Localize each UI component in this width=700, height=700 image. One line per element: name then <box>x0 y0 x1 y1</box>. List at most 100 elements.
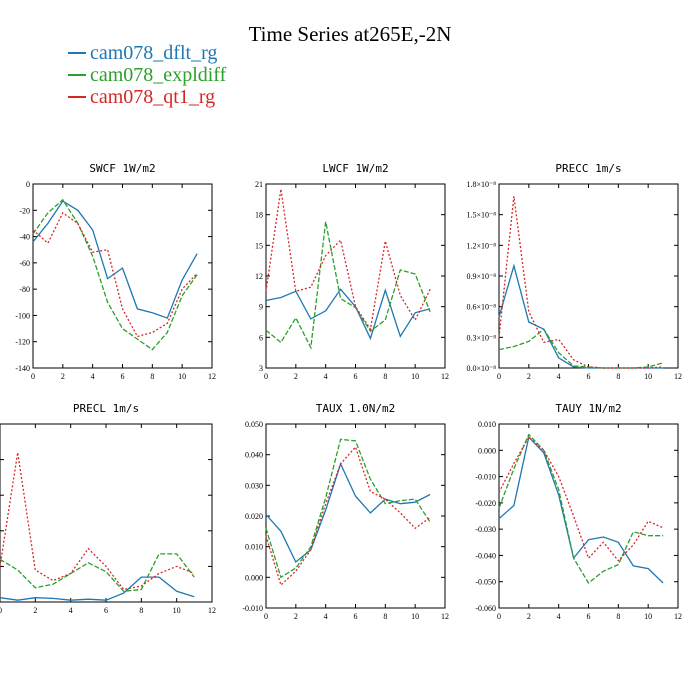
p4-xtick-label: 12 <box>441 612 449 621</box>
p0-ytick-label: -60 <box>19 259 30 268</box>
p0-xtick-label: 12 <box>208 372 216 381</box>
p4-xtick-label: 0 <box>264 612 268 621</box>
p3-xtick-label: 12 <box>208 606 216 615</box>
p4-ytick-label: 0.010 <box>245 543 263 552</box>
p3-series-cam078_dflt_rg <box>0 576 195 601</box>
p1-series-cam078_dflt_rg <box>265 288 431 341</box>
p4-ytick-label: -0.010 <box>242 604 263 613</box>
p5-xtick-label: 0 <box>497 612 501 621</box>
p2-series-cam078_expldiff <box>498 328 664 369</box>
p0-xtick-label: 2 <box>61 372 65 381</box>
p5-xtick-label: 8 <box>616 612 620 621</box>
p3-xtick-label: 6 <box>104 606 108 615</box>
p0-ytick-label: 0 <box>26 180 30 189</box>
p0-xtick-label: 8 <box>150 372 154 381</box>
p2-ytick-label: 0.9×10⁻⁸ <box>466 272 496 281</box>
p5-ytick-label: 0.010 <box>478 420 496 429</box>
p1-xtick-label: 12 <box>441 372 449 381</box>
p2-ytick-label: 1.8×10⁻⁸ <box>466 180 496 189</box>
p5-ytick-label: 0.000 <box>478 446 496 455</box>
p2-ytick-label: 0.6×10⁻⁸ <box>466 303 496 312</box>
p3-xtick-label: 8 <box>139 606 143 615</box>
p0-xtick-label: 4 <box>91 372 95 381</box>
p4-ytick-label: 0.020 <box>245 512 263 521</box>
p5-series-cam078_expldiff <box>498 433 664 584</box>
p0-ytick-label: -80 <box>19 285 30 294</box>
p2-ytick-label: 1.2×10⁻⁸ <box>466 241 496 250</box>
p5-xtick-label: 4 <box>557 612 561 621</box>
p4-ytick-label: 0.040 <box>245 451 263 460</box>
p2-xtick-label: 0 <box>497 372 501 381</box>
p1-ytick-label: 9 <box>259 303 263 312</box>
p5-ytick-label: -0.050 <box>475 578 496 587</box>
p4-series-cam078_qt1_rg <box>265 445 431 587</box>
p5-ytick-label: -0.030 <box>475 525 496 534</box>
p3-xtick-label: 2 <box>33 606 37 615</box>
legend-entry-qt1: cam078_qt1_rg <box>68 86 226 108</box>
p0-xtick-label: 6 <box>121 372 125 381</box>
p0-ytick-label: -20 <box>19 206 30 215</box>
p0-ytick-label: -100 <box>15 311 30 320</box>
legend: cam078_dflt_rg cam078_expldiff cam078_qt… <box>68 42 226 108</box>
p5-xtick-label: 6 <box>587 612 591 621</box>
legend-entry-dflt: cam078_dflt_rg <box>68 42 226 64</box>
p5-xtick-label: 10 <box>644 612 652 621</box>
p3-xtick-label: 4 <box>69 606 73 615</box>
p5-ytick-label: -0.040 <box>475 551 496 560</box>
legend-swatch-dflt <box>68 52 86 54</box>
p1-title: LWCF 1W/m2 <box>322 162 388 175</box>
p3-xtick-label: 10 <box>173 606 181 615</box>
p2-series-cam078_dflt_rg <box>498 263 664 369</box>
p4-frame <box>265 423 446 609</box>
legend-label-qt1: cam078_qt1_rg <box>90 86 216 108</box>
p5-ytick-label: -0.020 <box>475 499 496 508</box>
p2-xtick-label: 12 <box>674 372 682 381</box>
p4-xtick-label: 10 <box>411 612 419 621</box>
p4-series-cam078_expldiff <box>265 438 431 579</box>
p1-ytick-label: 15 <box>255 241 263 250</box>
p4-xtick-label: 8 <box>383 612 387 621</box>
p5-ytick-label: -0.060 <box>475 604 496 613</box>
p1-xtick-label: 4 <box>324 372 328 381</box>
legend-swatch-expldiff <box>68 74 86 76</box>
p2-ytick-label: 1.5×10⁻⁸ <box>466 211 496 220</box>
p4-series-cam078_dflt_rg <box>265 462 431 564</box>
p2-xtick-label: 8 <box>616 372 620 381</box>
p3-series-cam078_qt1_rg <box>0 452 195 591</box>
p1-xtick-label: 0 <box>264 372 268 381</box>
p5-series-cam078_dflt_rg <box>498 435 664 584</box>
p4-ytick-label: 0.000 <box>245 573 263 582</box>
p2-title: PRECC 1m/s <box>555 162 621 175</box>
p0-title: SWCF 1W/m2 <box>89 162 155 175</box>
p1-xtick-label: 6 <box>354 372 358 381</box>
p2-ytick-label: 0.3×10⁻⁸ <box>466 333 496 342</box>
p3-frame <box>0 423 213 603</box>
p3-title: PRECL 1m/s <box>73 402 139 415</box>
p4-ytick-label: 0.030 <box>245 481 263 490</box>
p1-series-cam078_qt1_rg <box>265 189 431 331</box>
p5-ytick-label: -0.010 <box>475 473 496 482</box>
p0-series-cam078_expldiff <box>32 198 198 351</box>
p2-series-cam078_qt1_rg <box>498 196 664 369</box>
p2-xtick-label: 6 <box>587 372 591 381</box>
p5-xtick-label: 12 <box>674 612 682 621</box>
p0-series-cam078_qt1_rg <box>32 211 198 338</box>
legend-label-expldiff: cam078_expldiff <box>90 64 227 86</box>
p1-ytick-label: 3 <box>259 364 263 373</box>
p2-frame <box>498 183 679 369</box>
p0-xtick-label: 0 <box>31 372 35 381</box>
p2-xtick-label: 10 <box>644 372 652 381</box>
p0-ytick-label: -40 <box>19 233 30 242</box>
p2-xtick-label: 4 <box>557 372 561 381</box>
p1-ytick-label: 18 <box>255 211 263 220</box>
legend-label-dflt: cam078_dflt_rg <box>90 42 218 64</box>
p1-xtick-label: 2 <box>294 372 298 381</box>
p1-frame <box>265 183 446 369</box>
p1-ytick-label: 12 <box>255 272 263 281</box>
p4-title: TAUX 1.0N/m2 <box>316 402 395 415</box>
p3-series-cam078_expldiff <box>0 553 195 592</box>
p5-xtick-label: 2 <box>527 612 531 621</box>
legend-entry-expldiff: cam078_expldiff <box>68 64 226 86</box>
p1-ytick-label: 21 <box>255 180 263 189</box>
